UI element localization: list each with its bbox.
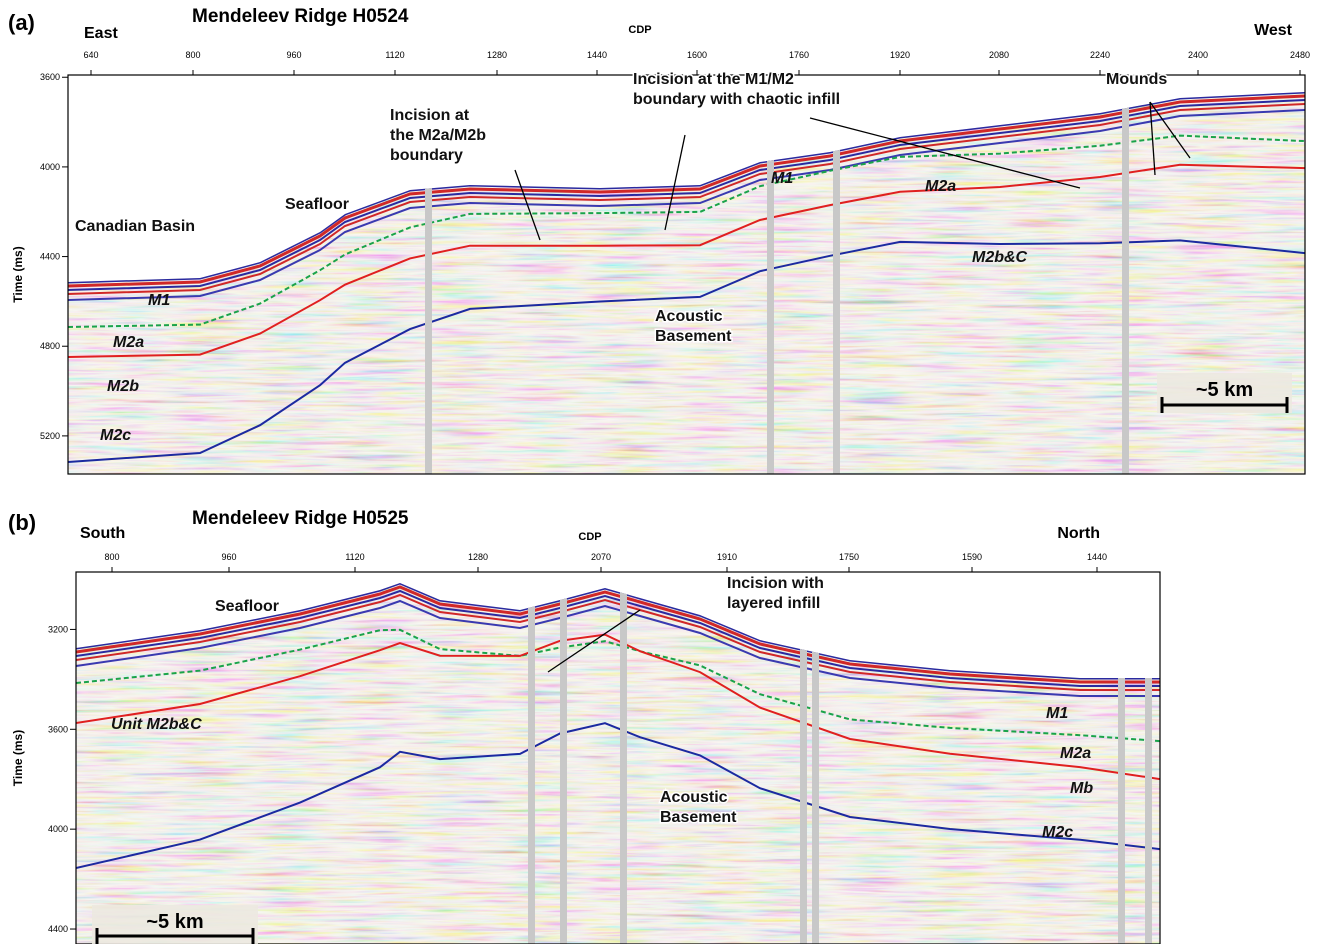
annotation: Basement <box>660 809 737 826</box>
x-tick-label: 640 <box>83 50 98 60</box>
annotation: Unit M2b&C <box>111 716 202 733</box>
y-axis-label: Time (ms) <box>11 246 25 302</box>
annotation: layered infill <box>727 595 820 612</box>
x-tick-label: 960 <box>286 50 301 60</box>
trace-gap <box>833 75 840 474</box>
annotation: Incision at the M1/M2 <box>633 71 794 88</box>
seismic-panel <box>68 75 1305 474</box>
annotation: boundary with chaotic infill <box>633 91 840 108</box>
annotation: M1 <box>148 292 170 309</box>
annotation: M2a <box>1060 745 1091 762</box>
annotation: the M2a/M2b <box>390 127 486 144</box>
x-tick-label: 1760 <box>789 50 809 60</box>
y-tick-label: 4800 <box>40 341 60 351</box>
annotation: M2b <box>107 378 139 395</box>
annotation: M2b&C <box>972 249 1028 266</box>
scale-bar-label: ~5 km <box>146 911 203 933</box>
annotation: Incision with <box>727 575 824 592</box>
x-tick-label: 800 <box>104 552 119 562</box>
y-tick-label: 4400 <box>40 252 60 262</box>
trace-gap <box>1145 572 1152 944</box>
annotation: M1 <box>1046 705 1068 722</box>
annotation: M1 <box>771 170 793 187</box>
annotation: boundary <box>390 147 463 164</box>
y-tick-label: 3200 <box>48 624 68 634</box>
x-tick-label: 960 <box>221 552 236 562</box>
annotation: Seafloor <box>215 598 279 615</box>
y-tick-label: 5200 <box>40 431 60 441</box>
x-tick-label: 2240 <box>1090 50 1110 60</box>
annotation: Seafloor <box>285 196 349 213</box>
x-axis-label: CDP <box>578 531 601 543</box>
annotation: Mb <box>1070 780 1093 797</box>
x-tick-label: 2070 <box>591 552 611 562</box>
panel-label: (b) <box>8 510 36 535</box>
figure: (a) Mendeleev Ridge H0524 East West CDP 640 80… <box>0 0 1320 944</box>
annotation: Incision at <box>390 107 470 124</box>
trace-gap <box>560 572 567 944</box>
trace-gap <box>1122 75 1129 474</box>
y-tick-label: 4400 <box>48 924 68 934</box>
annotation: Basement <box>655 328 732 345</box>
direction-left: East <box>84 25 118 42</box>
y-axis-label: Time (ms) <box>11 730 25 786</box>
trace-gap <box>528 572 535 944</box>
x-tick-label: 1590 <box>962 552 982 562</box>
x-tick-label: 2080 <box>989 50 1009 60</box>
panel-title: Mendeleev Ridge H0525 <box>192 508 409 529</box>
scale-bar-label: ~5 km <box>1196 379 1253 401</box>
annotation: Mounds <box>1106 71 1167 88</box>
x-tick-label: 1440 <box>587 50 607 60</box>
trace-gap <box>1118 572 1125 944</box>
annotation: M2c <box>1042 824 1073 841</box>
x-tick-label: 1280 <box>468 552 488 562</box>
trace-gap <box>620 572 627 944</box>
annotation: M2a <box>925 178 956 195</box>
y-tick-label: 3600 <box>40 72 60 82</box>
x-tick-label: 1600 <box>687 50 707 60</box>
trace-gap <box>767 75 774 474</box>
y-tick-label: 4000 <box>40 162 60 172</box>
x-tick-label: 1120 <box>345 552 364 562</box>
trace-gap <box>800 572 807 944</box>
direction-right: North <box>1057 525 1100 542</box>
annotation: Acoustic <box>660 789 728 806</box>
x-axis-label: CDP <box>628 24 651 36</box>
x-tick-label: 1120 <box>385 50 404 60</box>
x-tick-label: 1440 <box>1087 552 1107 562</box>
direction-right: West <box>1254 22 1293 39</box>
x-tick-label: 1920 <box>890 50 910 60</box>
direction-left: South <box>80 525 125 542</box>
x-tick-label: 1280 <box>487 50 507 60</box>
annotation: Acoustic <box>655 308 723 325</box>
x-tick-label: 1750 <box>839 552 859 562</box>
panel-title: Mendeleev Ridge H0524 <box>192 6 409 27</box>
x-tick-label: 2480 <box>1290 50 1310 60</box>
x-tick-label: 1910 <box>717 552 737 562</box>
panel-label: (a) <box>8 10 35 35</box>
x-tick-label: 2400 <box>1188 50 1208 60</box>
annotation: M2a <box>113 334 144 351</box>
y-tick-label: 3600 <box>48 724 68 734</box>
x-tick-label: 800 <box>185 50 200 60</box>
annotation: Canadian Basin <box>75 218 195 235</box>
seismic-panel <box>76 572 1160 944</box>
seismic-texture <box>68 75 1305 474</box>
y-tick-label: 4000 <box>48 824 68 834</box>
annotation: M2c <box>100 427 131 444</box>
trace-gap <box>812 572 819 944</box>
